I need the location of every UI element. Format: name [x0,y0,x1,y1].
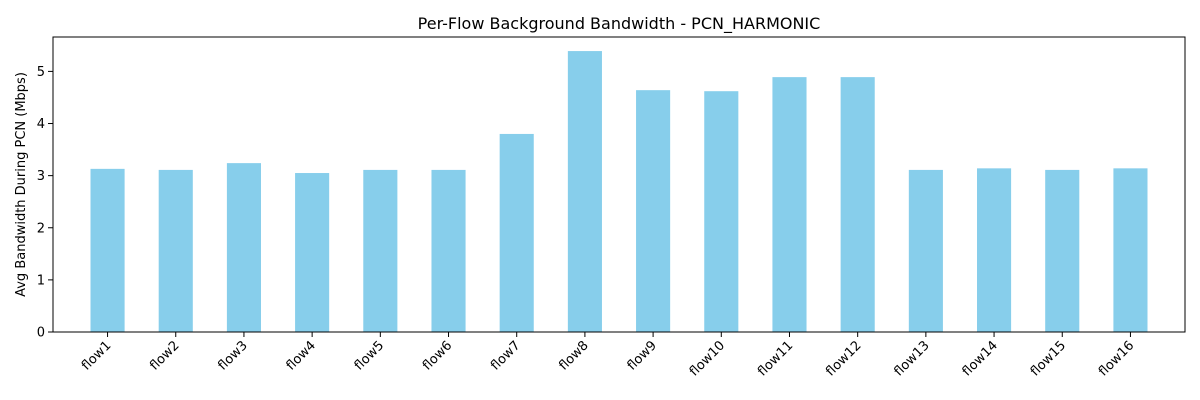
x-tick-label-flow13: flow13 [891,338,932,379]
x-tick-label-flow1: flow1 [79,338,114,373]
plot-frame [52,36,1186,333]
y-tick-label-2: 2 [37,221,45,236]
bar-flow8 [567,51,602,332]
bar-flow15 [1045,169,1080,332]
bar-flow16 [1113,168,1148,332]
x-tick-label-flow8: flow8 [556,338,591,373]
bar-flow7 [499,133,534,332]
bar-flow14 [977,168,1012,332]
x-tick-label-flow11: flow11 [755,338,796,379]
x-tick-label-flow3: flow3 [215,338,250,373]
bar-flow3 [226,163,261,332]
bar-flow1 [90,168,125,332]
bars-layer [90,51,1148,332]
bar-flow5 [363,169,398,332]
axes-layer [52,36,1186,333]
y-tick-label-1: 1 [37,273,45,288]
bar-flow12 [840,77,875,332]
bar-flow4 [295,173,330,332]
x-tick-label-flow14: flow14 [960,338,1001,379]
chart-title: Per-Flow Background Bandwidth - PCN_HARM… [418,14,821,34]
bar-flow11 [772,77,807,332]
x-tick-label-flow12: flow12 [823,338,864,379]
y-tick-label-0: 0 [37,326,45,341]
x-tick-label-flow9: flow9 [625,338,660,373]
bar-flow2 [158,169,193,332]
x-tick-label-flow10: flow10 [687,338,728,379]
bar-flow9 [636,90,671,332]
x-tick-label-flow4: flow4 [284,338,319,373]
bar-flow6 [431,169,466,332]
x-tick-label-flow15: flow15 [1028,338,1069,379]
x-tick-label-flow7: flow7 [488,338,523,373]
x-tick-label-flow16: flow16 [1096,338,1137,379]
y-axis-label: Avg Bandwidth During PCN (Mbps) [14,72,29,297]
y-tick-label-3: 3 [37,169,45,184]
x-tick-label-flow5: flow5 [352,338,387,373]
bar-flow10 [704,91,739,332]
x-tick-label-flow6: flow6 [420,338,455,373]
y-tick-label-4: 4 [37,117,45,132]
y-ticks-layer: 0 1 2 3 4 5 [37,65,53,341]
x-tick-label-flow2: flow2 [147,338,182,373]
bar-flow13 [908,169,943,332]
x-ticks-layer: flow1 flow2 flow3 flow4 flow5 flow6 flow7 flow8… [79,332,1137,379]
y-tick-label-5: 5 [37,65,45,80]
